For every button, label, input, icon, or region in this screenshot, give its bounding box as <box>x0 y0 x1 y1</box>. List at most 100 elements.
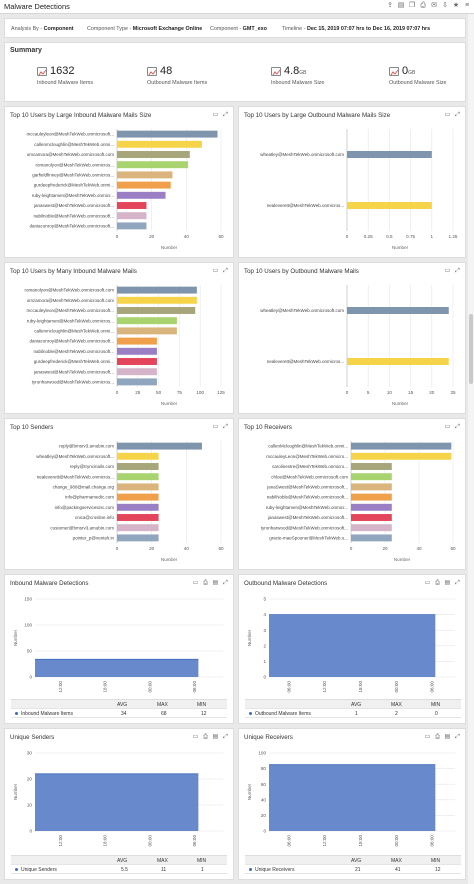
bar[interactable] <box>117 222 147 230</box>
bar[interactable] <box>117 202 147 209</box>
bar[interactable] <box>117 161 189 169</box>
stats-row[interactable]: Outbound Malware Items 1 2 0 <box>245 708 461 718</box>
document-icon[interactable]: ▤ <box>212 580 219 586</box>
bar[interactable] <box>117 337 157 345</box>
bar[interactable] <box>117 171 173 179</box>
comment-icon[interactable]: ▭ <box>212 112 219 118</box>
area-series[interactable] <box>269 614 436 677</box>
bar[interactable] <box>117 358 157 365</box>
expand-icon[interactable]: ⤢ <box>455 424 460 430</box>
panel-large-out: Top 10 Users by Large Outbound Malware M… <box>238 106 466 258</box>
expand-icon[interactable]: ⤢ <box>223 424 228 430</box>
stats-row[interactable]: Inbound Malware Items 34 68 12 <box>11 708 227 718</box>
avg-header: AVG <box>351 858 362 864</box>
comment-icon[interactable]: ▭ <box>444 424 451 430</box>
area-series[interactable] <box>269 764 436 831</box>
bar[interactable] <box>117 347 157 355</box>
menu-icon[interactable]: ≡ <box>464 2 470 9</box>
bar[interactable] <box>351 442 452 450</box>
bar[interactable] <box>351 493 392 501</box>
bar[interactable] <box>347 202 432 209</box>
bar[interactable] <box>117 534 159 542</box>
expand-icon[interactable]: ⤢ <box>455 268 460 274</box>
bar[interactable] <box>351 524 392 532</box>
bar[interactable] <box>117 140 202 148</box>
filter-component[interactable]: Component - GMT_exo <box>210 26 267 32</box>
expand-icon[interactable]: ⤢ <box>223 734 228 740</box>
bar[interactable] <box>347 307 449 314</box>
comment-icon[interactable]: ▭ <box>192 580 199 586</box>
comment-icon[interactable]: ▭ <box>192 734 199 740</box>
bar[interactable] <box>117 296 197 304</box>
expand-icon[interactable]: ⤢ <box>223 580 228 586</box>
bar[interactable] <box>117 473 159 481</box>
expand-icon[interactable]: ⤢ <box>455 580 460 586</box>
bar[interactable] <box>351 463 392 470</box>
bar[interactable] <box>117 463 159 470</box>
bar[interactable] <box>117 524 159 532</box>
bar[interactable] <box>117 286 197 294</box>
bar[interactable] <box>351 514 392 521</box>
print-icon[interactable]: ⎙ <box>435 580 440 586</box>
print-icon[interactable]: ⎙ <box>203 580 208 586</box>
comment-icon[interactable]: ▭ <box>444 112 451 118</box>
bar[interactable] <box>347 358 449 365</box>
email-icon[interactable]: ✉ <box>431 2 437 9</box>
category-label: info@packingservicesinc.com <box>55 505 115 510</box>
expand-icon[interactable]: ⤢ <box>223 268 228 274</box>
print-icon[interactable]: ⎙ <box>203 734 208 740</box>
area-series[interactable] <box>35 773 199 831</box>
filter-timeline[interactable]: Timeline - Dec 15, 2019 07:07 hrs to Dec… <box>282 26 431 32</box>
bar[interactable] <box>347 151 432 158</box>
bar[interactable] <box>351 483 392 491</box>
bar[interactable] <box>117 130 218 138</box>
scrollbar-thumb[interactable] <box>469 314 473 384</box>
print-icon[interactable]: ⎙ <box>420 2 426 9</box>
y-tick-label: 0 <box>29 829 32 834</box>
scrollbar[interactable] <box>468 14 474 884</box>
bar[interactable] <box>117 212 147 220</box>
bar[interactable] <box>117 181 171 189</box>
copy-icon[interactable]: ❐ <box>408 2 416 9</box>
export-icon[interactable]: ⇪ <box>387 2 393 9</box>
bar[interactable] <box>117 368 157 376</box>
summary-item: 0GB Outbound Malware Size <box>389 65 474 95</box>
bar[interactable] <box>117 483 159 491</box>
document-icon[interactable]: ▤ <box>397 2 405 9</box>
filter-analysis[interactable]: Analysis By - Component <box>11 26 74 32</box>
bar[interactable] <box>117 327 177 335</box>
bar[interactable] <box>117 493 159 501</box>
bar[interactable] <box>351 473 392 481</box>
bar[interactable] <box>351 452 452 460</box>
bar[interactable] <box>117 317 177 325</box>
bar[interactable] <box>117 378 157 386</box>
expand-icon[interactable]: ⤢ <box>223 112 228 118</box>
area-series[interactable] <box>35 659 199 677</box>
bar[interactable] <box>117 514 159 521</box>
bar[interactable] <box>117 191 166 199</box>
comment-icon[interactable]: ▭ <box>424 580 431 586</box>
expand-icon[interactable]: ⤢ <box>455 734 460 740</box>
print-icon[interactable]: ⎙ <box>435 734 440 740</box>
bar[interactable] <box>351 503 392 511</box>
bar[interactable] <box>117 151 190 158</box>
expand-icon[interactable]: ⤢ <box>455 112 460 118</box>
star-icon[interactable]: ★ <box>452 2 460 9</box>
bar[interactable] <box>117 307 196 314</box>
comment-icon[interactable]: ▭ <box>424 734 431 740</box>
document-icon[interactable]: ▤ <box>212 734 219 740</box>
filter-component-type[interactable]: Component Type - Microsoft Exchange Onli… <box>87 26 203 32</box>
bar[interactable] <box>117 452 159 460</box>
bar[interactable] <box>117 442 202 450</box>
comment-icon[interactable]: ▭ <box>212 268 219 274</box>
document-icon[interactable]: ▤ <box>444 580 451 586</box>
bar[interactable] <box>117 503 159 511</box>
x-tick-label: 20 <box>382 546 388 551</box>
document-icon[interactable]: ▤ <box>444 734 451 740</box>
stats-row[interactable]: Unique Receivers 21 41 12 <box>245 864 461 874</box>
download-icon[interactable]: ⇩ <box>442 2 448 9</box>
bar[interactable] <box>351 534 392 542</box>
comment-icon[interactable]: ▭ <box>212 424 219 430</box>
stats-row[interactable]: Unique Senders 5.5 11 1 <box>11 864 227 874</box>
comment-icon[interactable]: ▭ <box>444 268 451 274</box>
